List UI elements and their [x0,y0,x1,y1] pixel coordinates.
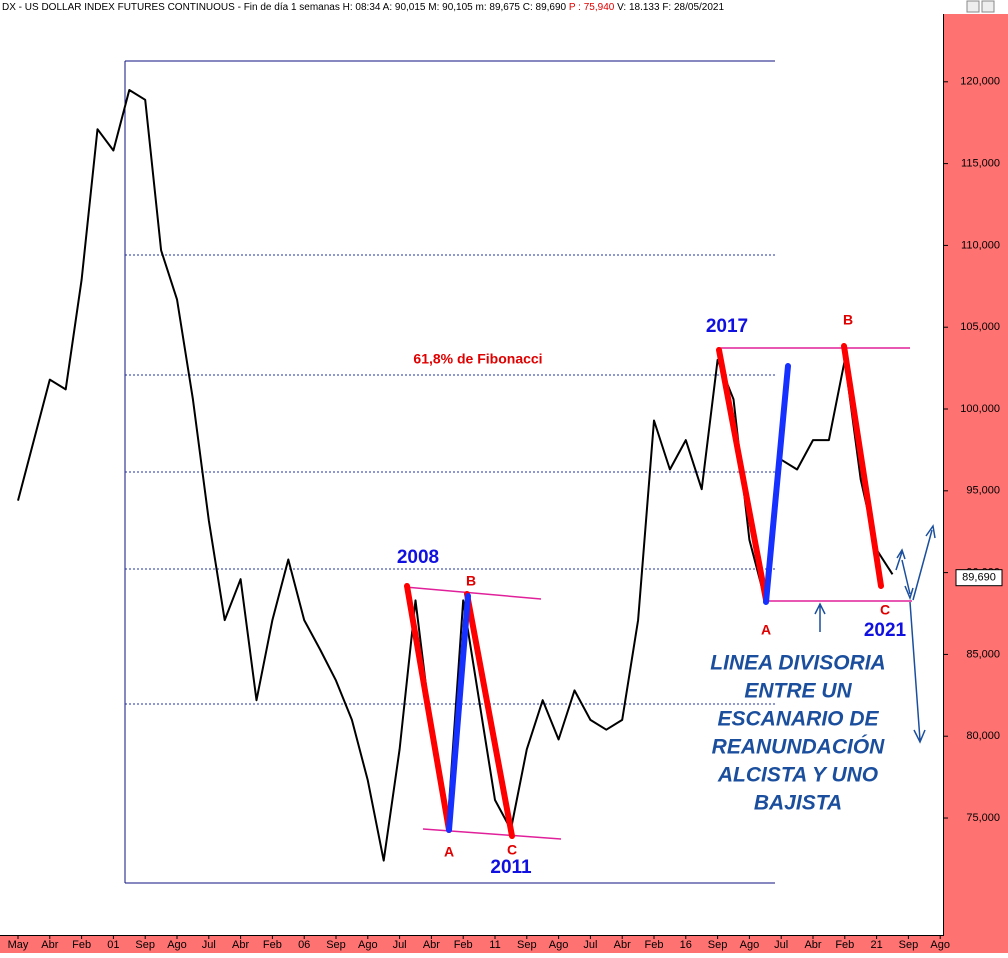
note-line: BAJISTA [754,792,842,815]
y-tick-label: 100,000 [960,403,1000,415]
last-value-label: 89,690 [962,572,996,584]
annotation: 2011 [490,857,532,878]
wave-leg [763,363,791,605]
arrow [912,524,936,601]
header-bar [0,0,1008,14]
note-line: REANUNDACIÓN [712,735,886,759]
last-value-box [955,569,1003,587]
trend-line [422,828,562,840]
x-tick-label: May [8,939,29,951]
annotation: A [761,622,771,638]
x-tick-label: Sep [517,939,537,951]
x-tick-label: Abr [41,939,58,951]
annotation: 2017 [706,316,748,337]
x-tick-label: Sep [326,939,346,951]
x-tick-label: Jul [393,939,407,951]
arrow [909,601,926,744]
annotation: C [507,842,517,858]
y-tick-label: 95,000 [966,485,1000,497]
x-tick-label: Feb [454,939,473,951]
x-tick-label: Sep [899,939,919,951]
x-tick-label: Ago [930,939,950,951]
header-text: DX - US DOLLAR INDEX FUTURES CONTINUOUS … [2,2,724,13]
x-tick-label: Jul [202,939,216,951]
annotation: B [466,573,476,589]
x-tick-label: Feb [645,939,664,951]
time-axis-panel [0,935,944,953]
x-tick-label: Ago [358,939,378,951]
y-tick-label: 110,000 [961,239,1000,251]
arrow [895,548,906,571]
y-tick-label: 80,000 [966,730,1000,742]
x-tick-label: Ago [167,939,187,951]
x-tick-label: Sep [708,939,728,951]
annotation: 61,8% de Fibonacci [413,351,542,367]
x-tick-label: Abr [614,939,631,951]
wave-leg [716,347,769,603]
x-tick-label: 16 [680,939,692,951]
wave-leg [464,591,515,839]
x-tick-label: Feb [263,939,282,951]
x-tick-label: Abr [423,939,440,951]
header-part: DX - US DOLLAR INDEX FUTURES CONTINUOUS … [2,2,569,13]
x-tick-label: Jul [774,939,788,951]
x-tick-label: Feb [72,939,91,951]
arrow [901,559,914,601]
header-part: V: 18.133 F: 28/05/2021 [614,2,724,13]
wave-leg [841,343,884,589]
y-tick-label: 115,000 [961,158,1000,170]
trend-line [404,586,542,600]
x-tick-label: Sep [135,939,155,951]
price-axis-panel [944,0,1008,953]
annotation: C [880,602,890,618]
annotation: B [843,312,853,328]
x-tick-label: 01 [107,939,119,951]
plot [17,89,894,862]
wave-leg [446,593,471,833]
note-line: LINEA DIVISORIA [710,652,885,675]
price-line [17,89,894,862]
drawings [124,60,912,884]
y-tick-label: 75,000 [966,812,1000,824]
x-tick-label: Ago [740,939,760,951]
wave-drawings [404,343,884,839]
minimize-button[interactable] [966,0,980,13]
axes: 75,00080,00085,00090,00095,000100,000105… [8,76,1003,951]
wave-leg [404,583,452,833]
header-part: P : 75,940 [569,2,615,13]
y-tick-label: 105,000 [960,321,1000,333]
x-tick-label: Jul [583,939,597,951]
x-tick-label: 11 [489,939,500,951]
x-tick-label: Ago [549,939,569,951]
y-tick-label: 120,000 [960,76,1000,88]
x-tick-label: Abr [804,939,821,951]
x-tick-label: 21 [870,939,882,951]
annotation: 2008 [397,547,439,568]
annotation: 2021 [864,620,907,641]
x-tick-label: 06 [298,939,310,951]
y-tick-label: 85,000 [966,648,1000,660]
annotation: A [444,844,454,860]
x-tick-label: Abr [232,939,249,951]
x-tick-label: Feb [835,939,854,951]
note-line: ESCANARIO DE [717,708,879,731]
note-line: ALCISTA Y UNO [717,764,878,787]
arrow [814,602,826,632]
note-line: ENTRE UN [744,680,852,703]
header: DX - US DOLLAR INDEX FUTURES CONTINUOUS … [0,0,1008,14]
arrows [814,524,936,744]
close-button[interactable] [981,0,995,13]
